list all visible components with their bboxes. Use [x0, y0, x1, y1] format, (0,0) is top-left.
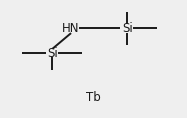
Text: Tb: Tb — [86, 91, 101, 104]
Text: Si: Si — [47, 47, 58, 60]
Text: Si: Si — [122, 22, 133, 35]
Text: HN: HN — [62, 22, 80, 35]
